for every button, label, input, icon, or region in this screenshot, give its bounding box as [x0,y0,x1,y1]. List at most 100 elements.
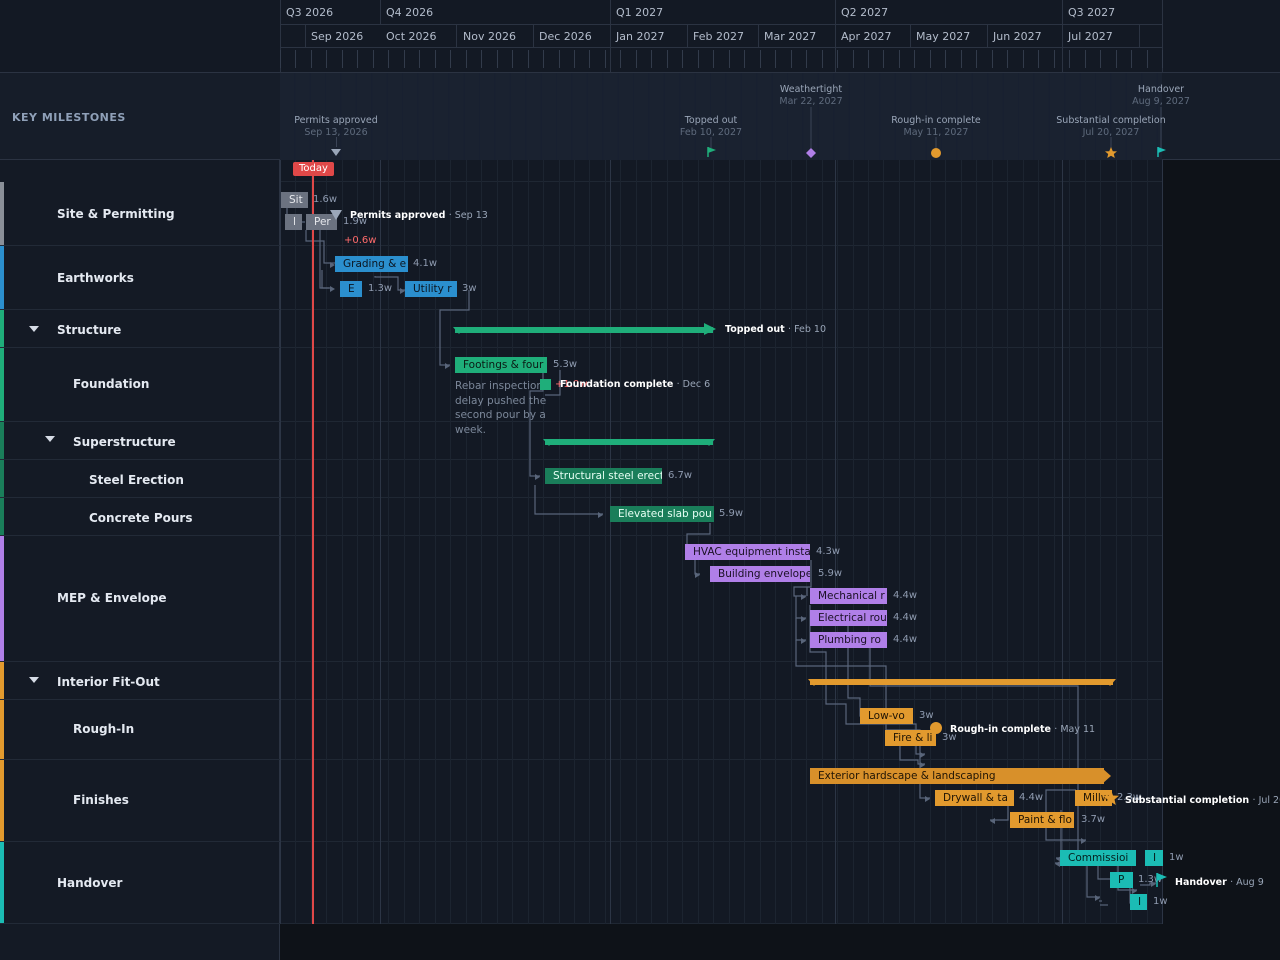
task-bar[interactable]: HVAC equipment insta [685,544,810,560]
group-label: Foundation [73,377,150,391]
summary-bar-superstructure[interactable] [545,439,713,445]
group-row-structure[interactable]: Structure [0,310,280,348]
summary-bar-interior-fit-out[interactable] [810,679,1113,685]
milestone-label: Handover [1175,877,1227,888]
task-bar[interactable]: l [285,214,302,230]
week-gridline [853,160,854,924]
diamond-icon [806,148,816,158]
flag-icon [704,323,716,335]
chevron-down-icon[interactable] [29,677,39,683]
week-tick [806,50,807,68]
week-gridline [466,160,467,924]
milestone-weathertight[interactable]: Weathertight Mar 22, 2027 [779,84,842,108]
month-label: Sep 2026 [311,30,364,43]
week-tick [775,50,776,68]
group-row-superstructure[interactable]: Superstructure [0,422,280,460]
week-gridline [543,160,544,924]
chevron-down-icon[interactable] [29,326,39,332]
week-tick [883,50,884,68]
week-gridline [945,160,946,924]
week-tick [651,50,652,68]
task-bar[interactable]: P [1110,872,1133,888]
task-bar[interactable]: Sit [281,192,308,208]
task-bar[interactable]: Commissioi [1060,850,1136,866]
quarter-gridline [835,160,836,924]
task-bar[interactable]: I [1130,894,1147,910]
summary-caps [543,439,715,446]
milestone-substantial-completion[interactable]: Substantial completion Jul 20, 2027 [1056,115,1165,139]
inline-milestone-foundation[interactable]: Foundation complete · Dec 6 [560,379,711,390]
milestone-date: Jul 20, 2027 [1082,127,1140,138]
inline-milestone-topped-out[interactable]: Topped out · Feb 10 [725,324,827,335]
task-bar[interactable]: Building envelope [710,566,810,582]
task-bar[interactable]: Millw [1075,790,1112,806]
group-row-interior-fit-out[interactable]: Interior Fit-Out [0,662,280,700]
milestone-topped-out[interactable]: Topped out Feb 10, 2027 [680,115,742,139]
milestone-label: Weathertight [779,84,843,95]
inline-milestone-handover[interactable]: Handover · Aug 9 [1175,877,1264,888]
group-row-earthworks[interactable]: Earthworks [0,246,280,310]
milestone-handover[interactable]: Handover Aug 9, 2027 [1132,84,1190,108]
chevron-down-icon[interactable] [45,436,55,442]
week-tick [1038,50,1039,68]
week-gridline [481,160,482,924]
task-bar[interactable]: Drywall & ta [935,790,1014,806]
week-tick [1054,50,1055,68]
milestone-rough-in[interactable]: Rough-in complete May 11, 2027 [891,115,981,139]
summary-bar-structure[interactable] [455,327,713,333]
milestone-label: Substantial completion [1056,115,1166,126]
group-row-foundation[interactable]: Foundation [0,348,280,422]
task-bar[interactable]: Grading & e [335,256,408,272]
week-tick [605,50,606,68]
milestone-label: Foundation complete [560,379,674,390]
month-label: May 2027 [916,30,971,43]
week-tick [930,50,931,68]
task-duration: 1w [1169,852,1184,863]
month-label: Apr 2027 [841,30,892,43]
task-duration: 4.3w [816,546,841,557]
key-milestones-title: KEY MILESTONES [12,111,126,124]
inline-milestone-rough-in[interactable]: Rough-in complete · May 11 [950,724,1096,735]
task-bar[interactable]: Footings & four [455,357,547,373]
week-gridline [775,160,776,924]
task-bar[interactable]: I [1145,850,1163,866]
task-bar[interactable]: Utility r [405,281,457,297]
milestone-label: Handover [1137,84,1185,95]
week-gridline [559,160,560,924]
task-bar[interactable]: Low-vo [860,708,913,724]
week-gridline [822,160,823,924]
task-bar[interactable]: Structural steel erect [545,468,662,484]
group-label: Steel Erection [89,473,184,487]
week-tick [280,50,281,68]
task-bar[interactable]: Elevated slab pou [610,506,714,522]
task-bar[interactable]: Electrical rou [810,610,887,626]
group-row-rough-in[interactable]: Rough-In [0,700,280,760]
task-note: Rebar inspection delay pushed the second… [455,380,547,436]
task-bar[interactable]: Exterior hardscape & landscaping [810,768,1104,784]
today-marker[interactable]: Today [293,162,334,176]
task-bar[interactable]: Plumbing ro [810,632,887,648]
group-row-concrete-pours[interactable]: Concrete Pours [0,498,280,536]
week-tick [791,50,792,68]
task-duration: 4.4w [893,634,918,645]
week-tick [497,50,498,68]
group-row-steel-erection[interactable]: Steel Erection [0,460,280,498]
task-bar[interactable]: Mechanical r [810,588,887,604]
inline-milestone-substantial[interactable]: Substantial completion · Jul 20 [1125,795,1280,806]
task-bar[interactable]: E [340,281,362,297]
milestone-date: Sep 13 [454,210,488,221]
group-row-finishes[interactable]: Finishes [0,760,280,842]
milestone-permits[interactable]: Permits approved Sep 13, 2026 [294,115,377,139]
week-tick [899,50,900,68]
milestone-label: Permits approved [350,210,446,221]
group-row-site-permitting[interactable]: Site & Permitting [0,182,280,246]
week-tick [528,50,529,68]
group-row-mep-envelope[interactable]: MEP & Envelope [0,536,280,662]
task-bar[interactable]: Paint & flo [1010,812,1074,828]
group-row-handover[interactable]: Handover [0,842,280,924]
task-bar[interactable]: Per [306,214,337,230]
milestone-label: Rough-in complete [891,115,981,126]
week-gridline [574,160,575,924]
task-bar[interactable]: Fire & li [885,730,936,746]
inline-milestone-permits[interactable]: Permits approved · Sep 13 [350,210,488,221]
